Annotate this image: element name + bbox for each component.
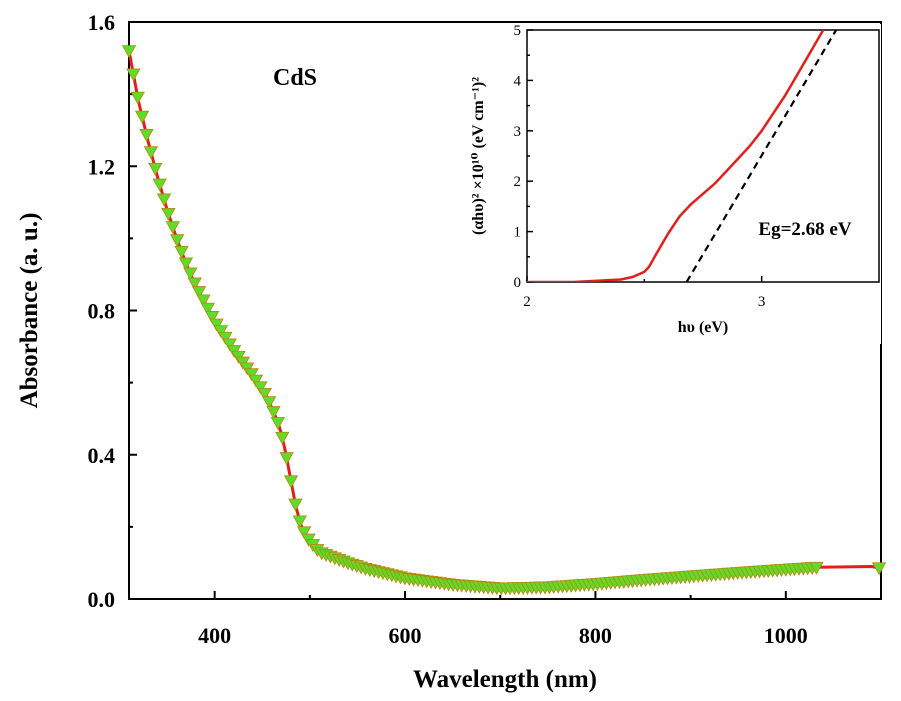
data-marker: [292, 515, 307, 529]
x-axis-title: Wavelength (nm): [413, 666, 597, 693]
plot-frame: [526, 29, 880, 283]
y-tick-label: 1.6: [88, 10, 116, 35]
data-marker: [169, 234, 185, 248]
y-tick-label: 2: [514, 174, 522, 190]
data-marker: [121, 45, 137, 59]
linear-fit-line: [685, 30, 838, 282]
data-marker: [130, 91, 145, 105]
data-marker: [148, 162, 163, 176]
data-marker: [178, 257, 194, 271]
data-marker: [266, 406, 281, 420]
x-axis-title: hυ (eV): [678, 319, 729, 336]
data-marker: [270, 417, 286, 431]
data-marker: [261, 396, 277, 410]
data-marker: [143, 146, 159, 160]
y-tick-label: 3: [514, 124, 522, 140]
data-marker: [248, 374, 264, 388]
data-marker: [296, 526, 312, 540]
x-tick-label: 2: [523, 294, 531, 310]
data-marker: [283, 475, 299, 489]
y-tick-label: 0.4: [88, 443, 116, 468]
y-axis-title: (αhυ)² ×10¹⁰ (eV cm⁻¹)²: [470, 77, 487, 235]
data-marker: [187, 277, 202, 291]
band-gap-label: Eg=2.68 eV: [758, 219, 851, 240]
x-tick-label: 400: [198, 623, 231, 648]
x-tick-label: 1000: [764, 623, 808, 648]
y-tick-label: 0: [514, 275, 522, 291]
series-line: [527, 30, 825, 282]
x-tick-label: 800: [579, 623, 612, 648]
data-marker: [174, 245, 189, 259]
inset-plot: 2 3 0 1 2 3 4 5 hυ (eV) (αhυ)² ×10¹⁰ (eV cm⁻¹)² Eg…: [440, 23, 881, 344]
data-marker: [257, 387, 272, 401]
data-marker: [156, 193, 172, 207]
x-tick-label: 600: [389, 623, 422, 648]
y-tick-label: 0.0: [88, 587, 116, 612]
data-marker: [218, 331, 233, 345]
data-marker: [183, 267, 198, 281]
data-marker: [126, 68, 141, 82]
data-marker: [288, 498, 303, 512]
data-marker: [275, 431, 290, 445]
data-marker: [196, 294, 211, 308]
y-tick-label: 4: [514, 73, 522, 89]
data-marker: [279, 452, 294, 466]
data-marker: [161, 207, 176, 221]
data-marker: [209, 318, 224, 332]
data-marker: [139, 129, 154, 142]
data-marker: [244, 368, 259, 382]
data-marker: [191, 286, 207, 300]
data-marker: [213, 325, 229, 339]
marker-group: [121, 45, 887, 596]
y-axis-title: Absorbance (a. u.): [16, 213, 43, 409]
y-tick-label: 1: [514, 225, 522, 241]
data-marker: [871, 562, 887, 576]
data-marker: [253, 381, 268, 395]
data-marker: [205, 311, 220, 324]
data-marker: [152, 178, 167, 192]
data-marker: [222, 338, 237, 352]
data-marker: [809, 561, 824, 575]
data-marker: [165, 221, 180, 235]
y-tick-label: 1.2: [88, 154, 116, 179]
y-tick-label: 5: [514, 23, 522, 39]
data-marker: [200, 302, 215, 316]
y-tick-label: 0.8: [88, 299, 116, 324]
series-group: [527, 30, 838, 282]
data-marker: [134, 110, 150, 124]
x-tick-label: 3: [758, 294, 766, 310]
sample-label: CdS: [273, 65, 317, 91]
